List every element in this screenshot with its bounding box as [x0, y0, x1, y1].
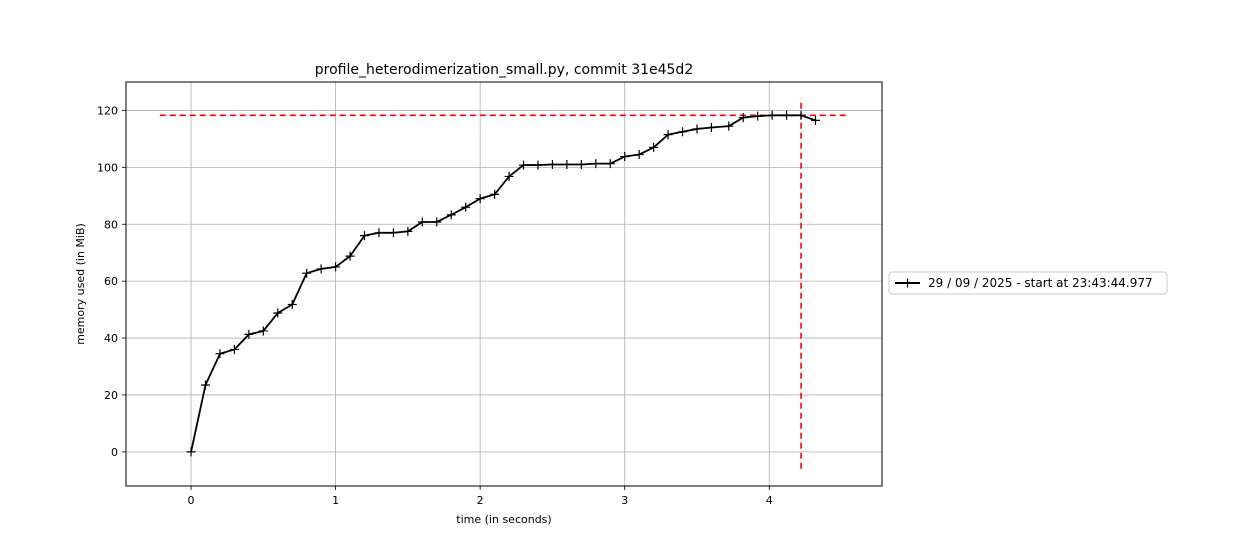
legend-label: 29 / 09 / 2025 - start at 23:43:44.977	[928, 276, 1153, 290]
x-axis-title: time (in seconds)	[456, 513, 551, 526]
data-point	[591, 159, 601, 169]
x-tick-label: 2	[477, 494, 484, 507]
data-point	[547, 160, 557, 170]
data-point	[605, 159, 615, 169]
data-point	[782, 110, 792, 120]
data-point	[767, 110, 777, 120]
data-point	[302, 268, 312, 278]
data-point	[316, 264, 326, 274]
data-point	[649, 142, 659, 152]
data-point	[331, 262, 341, 272]
chart-title: profile_heterodimerization_small.py, com…	[315, 62, 693, 78]
data-point	[533, 160, 543, 170]
legend: 29 / 09 / 2025 - start at 23:43:44.977	[888, 271, 1168, 295]
peak-reference-lines	[159, 98, 847, 469]
data-point	[576, 160, 586, 170]
legend-box	[888, 271, 1168, 295]
data-point	[519, 160, 529, 170]
data-point	[504, 171, 514, 181]
data-point	[287, 299, 297, 309]
data-point	[724, 121, 734, 131]
data-point	[403, 226, 413, 236]
data-point	[374, 228, 384, 238]
data-point	[634, 150, 644, 160]
data-point	[258, 326, 268, 336]
y-axis-title: memory used (in MiB)	[74, 223, 87, 345]
data-point	[811, 115, 821, 125]
data-point	[475, 194, 485, 204]
data-point	[388, 228, 398, 238]
data-point	[345, 251, 355, 261]
x-tick-label: 0	[188, 494, 195, 507]
data-point	[738, 113, 748, 123]
y-tick-label: 40	[104, 332, 118, 345]
data-point	[678, 127, 688, 137]
data-point	[692, 124, 702, 134]
data-point	[461, 202, 471, 212]
data-point	[753, 111, 763, 121]
y-tick-label: 0	[111, 446, 118, 459]
data-point	[432, 217, 442, 227]
data-point	[417, 217, 427, 227]
grid	[126, 82, 882, 486]
data-point	[562, 160, 572, 170]
data-point	[186, 447, 196, 457]
data-point	[273, 308, 283, 318]
data-point	[446, 210, 456, 220]
y-tick-label: 60	[104, 275, 118, 288]
x-tick-label: 3	[621, 494, 628, 507]
data-point	[490, 189, 500, 199]
y-tick-label: 80	[104, 218, 118, 231]
data-point	[244, 329, 254, 339]
x-tick-label: 4	[766, 494, 773, 507]
data-point	[215, 349, 225, 359]
data-point	[620, 152, 630, 162]
data-point	[796, 110, 806, 120]
plot-frame	[125, 81, 883, 487]
data-point	[706, 123, 716, 133]
x-tick-label: 1	[332, 494, 339, 507]
y-tick-label: 120	[97, 104, 118, 117]
y-tick-label: 100	[97, 161, 118, 174]
data-point	[663, 130, 673, 140]
series-layer	[186, 110, 821, 457]
data-point	[229, 344, 239, 354]
data-point	[360, 231, 370, 241]
data-point	[201, 380, 211, 390]
y-tick-label: 20	[104, 389, 118, 402]
